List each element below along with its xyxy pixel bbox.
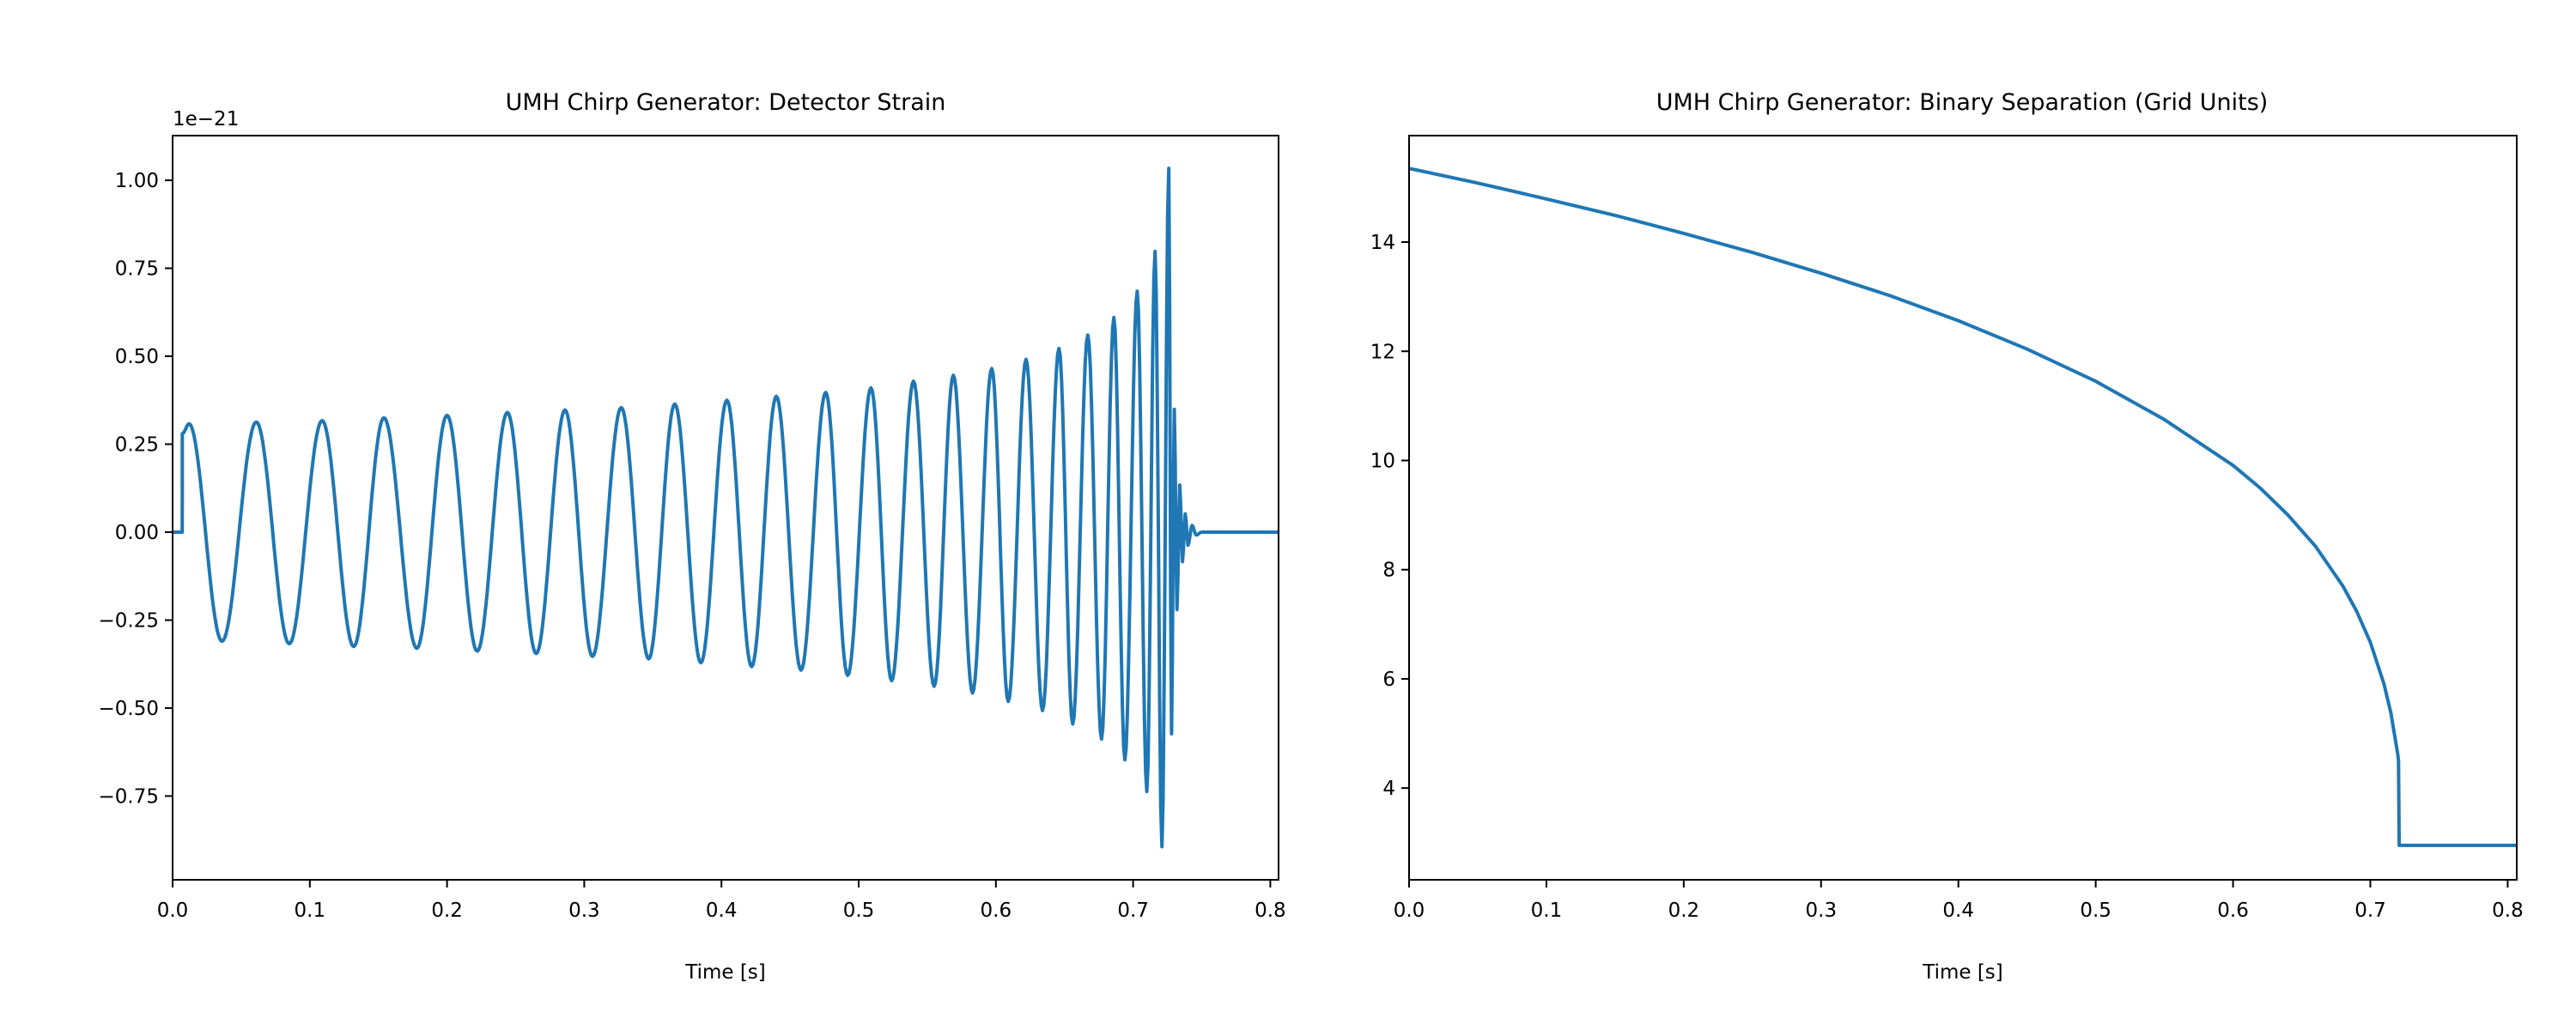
strain-x-tick-label: 0.2	[431, 900, 463, 922]
separation-x-tick-label: 0.7	[2354, 900, 2386, 922]
strain-y-tick-label: −0.25	[99, 609, 159, 632]
strain-chart-title: UMH Chirp Generator: Detector Strain	[506, 89, 946, 116]
strain-y-tick-label: 1.00	[115, 170, 159, 192]
separation-y-tick-label: 4	[1382, 778, 1395, 800]
strain-y-tick-label: 0.00	[115, 522, 159, 544]
strain-x-tick-label: 0.7	[1117, 900, 1149, 922]
strain-series-line	[173, 167, 1279, 849]
strain-x-tick-label: 0.3	[568, 900, 600, 922]
strain-x-tick-label: 0.0	[157, 900, 189, 922]
strain-chart: UMH Chirp Generator: Detector Strain 1e−…	[99, 89, 1286, 984]
strain-x-tick-label: 0.6	[981, 900, 1012, 922]
separation-y-tick-label: 14	[1370, 232, 1395, 254]
separation-x-tick-label: 0.0	[1394, 900, 1425, 922]
separation-chart: UMH Chirp Generator: Binary Separation (…	[1370, 89, 2524, 984]
separation-x-tick-label: 0.8	[2492, 900, 2524, 922]
separation-x-tick-label: 0.3	[1806, 900, 1838, 922]
strain-x-tick-label: 0.5	[843, 900, 875, 922]
separation-y-tick-label: 8	[1382, 560, 1395, 582]
separation-x-tick-label: 0.6	[2217, 900, 2249, 922]
separation-x-tick-label: 0.1	[1531, 900, 1563, 922]
separation-x-tick-label: 0.4	[1942, 900, 1974, 922]
strain-y-tick-label: −0.75	[99, 785, 159, 808]
separation-y-tick-label: 12	[1370, 341, 1395, 363]
strain-plot-area: 0.0 0.1 0.2 0.3 0.4 0.5 0.6 0.7 0.8 −0.75 −0.50 −0.…	[99, 135, 1286, 922]
separation-axes-frame	[1408, 135, 2518, 881]
separation-plot-area: 0.0 0.1 0.2 0.3 0.4 0.5 0.6 0.7 0.8 4 6 8 10 12 14	[1370, 135, 2524, 922]
strain-x-tick-label: 0.4	[706, 900, 738, 922]
strain-axes-frame	[172, 135, 1279, 881]
strain-y-tick-label: 0.25	[115, 434, 159, 457]
separation-x-tick-label: 0.5	[2080, 900, 2111, 922]
strain-y-tick-label: 0.75	[115, 258, 159, 281]
strain-x-axis-label: Time [s]	[684, 961, 766, 984]
separation-x-tick-label: 0.2	[1668, 900, 1700, 922]
separation-y-tick-label: 10	[1370, 450, 1395, 472]
separation-y-tick-label: 6	[1382, 669, 1395, 691]
strain-y-tick-label: 0.50	[115, 346, 159, 368]
strain-y-tick-label: −0.50	[99, 698, 159, 720]
separation-series-line	[1409, 167, 2516, 847]
separation-chart-title: UMH Chirp Generator: Binary Separation (…	[1656, 89, 2269, 116]
strain-x-tick-label: 0.1	[295, 900, 326, 922]
strain-offset-text: 1e−21	[173, 108, 239, 130]
separation-x-axis-label: Time [s]	[1922, 961, 2003, 984]
strain-x-tick-label: 0.8	[1255, 900, 1286, 922]
